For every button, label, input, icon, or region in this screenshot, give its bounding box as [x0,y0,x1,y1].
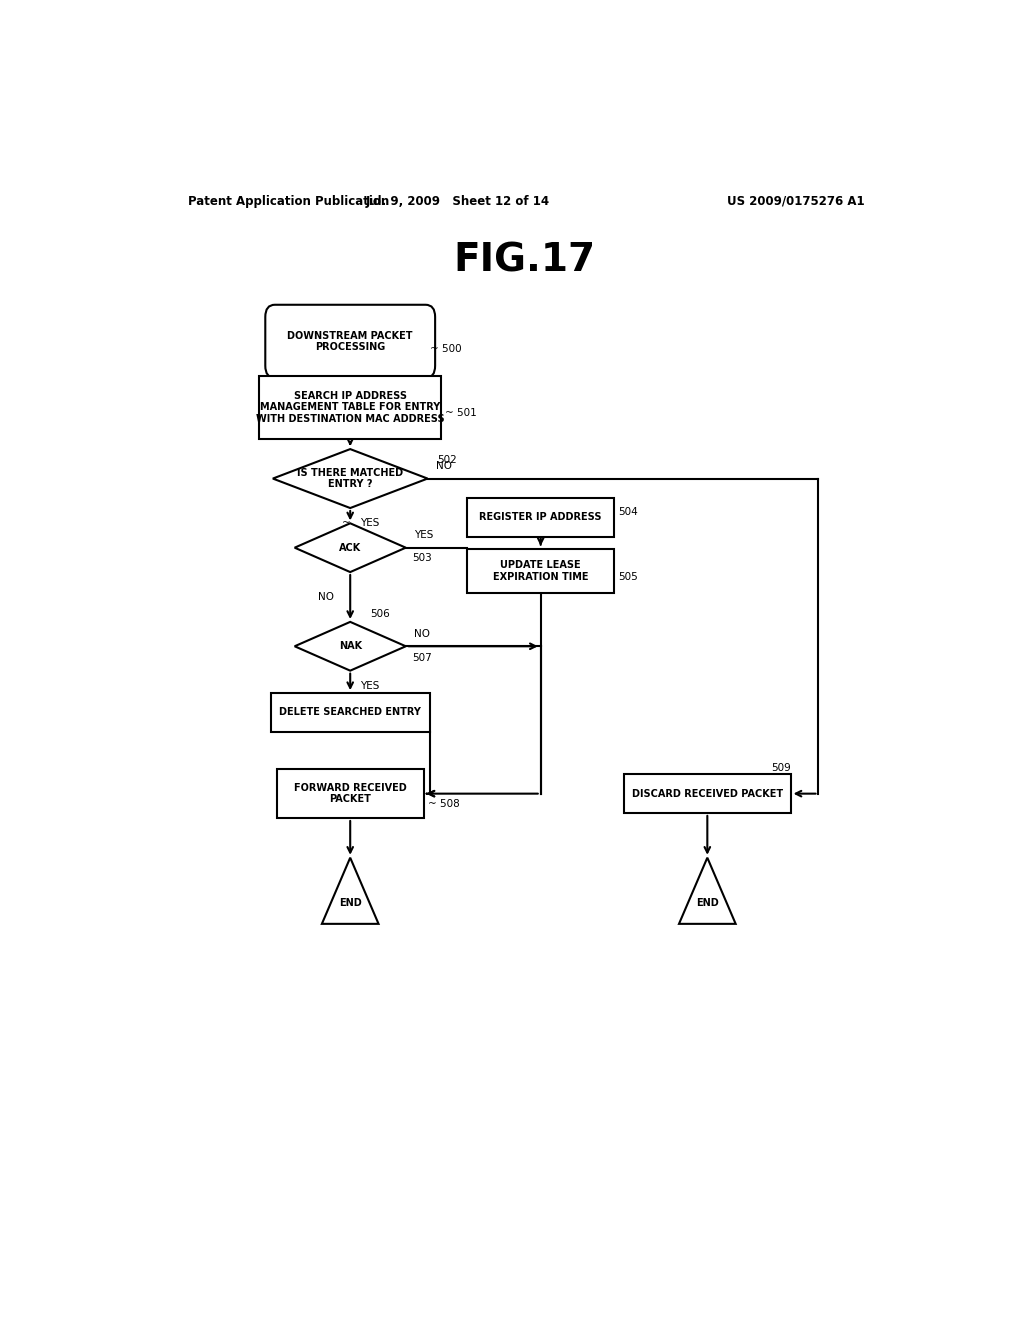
Text: DISCARD RECEIVED PACKET: DISCARD RECEIVED PACKET [632,788,783,799]
Text: NAK: NAK [339,642,361,651]
FancyBboxPatch shape [265,305,435,378]
Text: 506: 506 [370,609,390,619]
Text: 507: 507 [412,653,432,664]
Text: ~: ~ [342,519,351,528]
Bar [624,775,791,813]
Text: END: END [339,898,361,908]
Text: Jul. 9, 2009   Sheet 12 of 14: Jul. 9, 2009 Sheet 12 of 14 [366,194,550,207]
Text: IS THERE MATCHED
ENTRY ?: IS THERE MATCHED ENTRY ? [297,467,403,490]
Text: ~ 508: ~ 508 [428,799,460,809]
Text: END: END [696,898,719,908]
Bar [259,376,441,440]
Text: UPDATE LEASE
EXPIRATION TIME: UPDATE LEASE EXPIRATION TIME [493,560,589,582]
Text: FIG.17: FIG.17 [454,242,596,279]
Text: NO: NO [414,630,430,639]
Text: YES: YES [359,681,379,690]
Polygon shape [295,523,406,572]
Text: 509: 509 [771,763,791,774]
Text: DELETE SEARCHED ENTRY: DELETE SEARCHED ENTRY [280,708,421,717]
Text: 505: 505 [618,572,638,582]
Text: 503: 503 [412,553,432,562]
Text: NO: NO [318,591,335,602]
Bar [467,549,614,594]
Bar [276,770,424,818]
Bar [270,693,430,731]
Text: NO: NO [435,462,452,471]
Text: FORWARD RECEIVED
PACKET: FORWARD RECEIVED PACKET [294,783,407,804]
Text: DOWNSTREAM PACKET
PROCESSING: DOWNSTREAM PACKET PROCESSING [288,330,413,352]
Text: Patent Application Publication: Patent Application Publication [187,194,389,207]
Text: 502: 502 [437,455,457,465]
Text: ~ 500: ~ 500 [430,345,461,355]
Text: YES: YES [414,531,433,540]
Polygon shape [272,449,428,508]
Text: REGISTER IP ADDRESS: REGISTER IP ADDRESS [479,512,602,523]
Bar [467,498,614,536]
Text: YES: YES [359,519,379,528]
Polygon shape [322,858,379,924]
Text: ACK: ACK [339,543,361,553]
Text: 504: 504 [618,507,638,517]
Polygon shape [679,858,735,924]
Text: ~ 501: ~ 501 [445,408,477,417]
Polygon shape [295,622,406,671]
Text: SEARCH IP ADDRESS
MANAGEMENT TABLE FOR ENTRY
WITH DESTINATION MAC ADDRESS: SEARCH IP ADDRESS MANAGEMENT TABLE FOR E… [256,391,444,424]
Text: US 2009/0175276 A1: US 2009/0175276 A1 [727,194,865,207]
